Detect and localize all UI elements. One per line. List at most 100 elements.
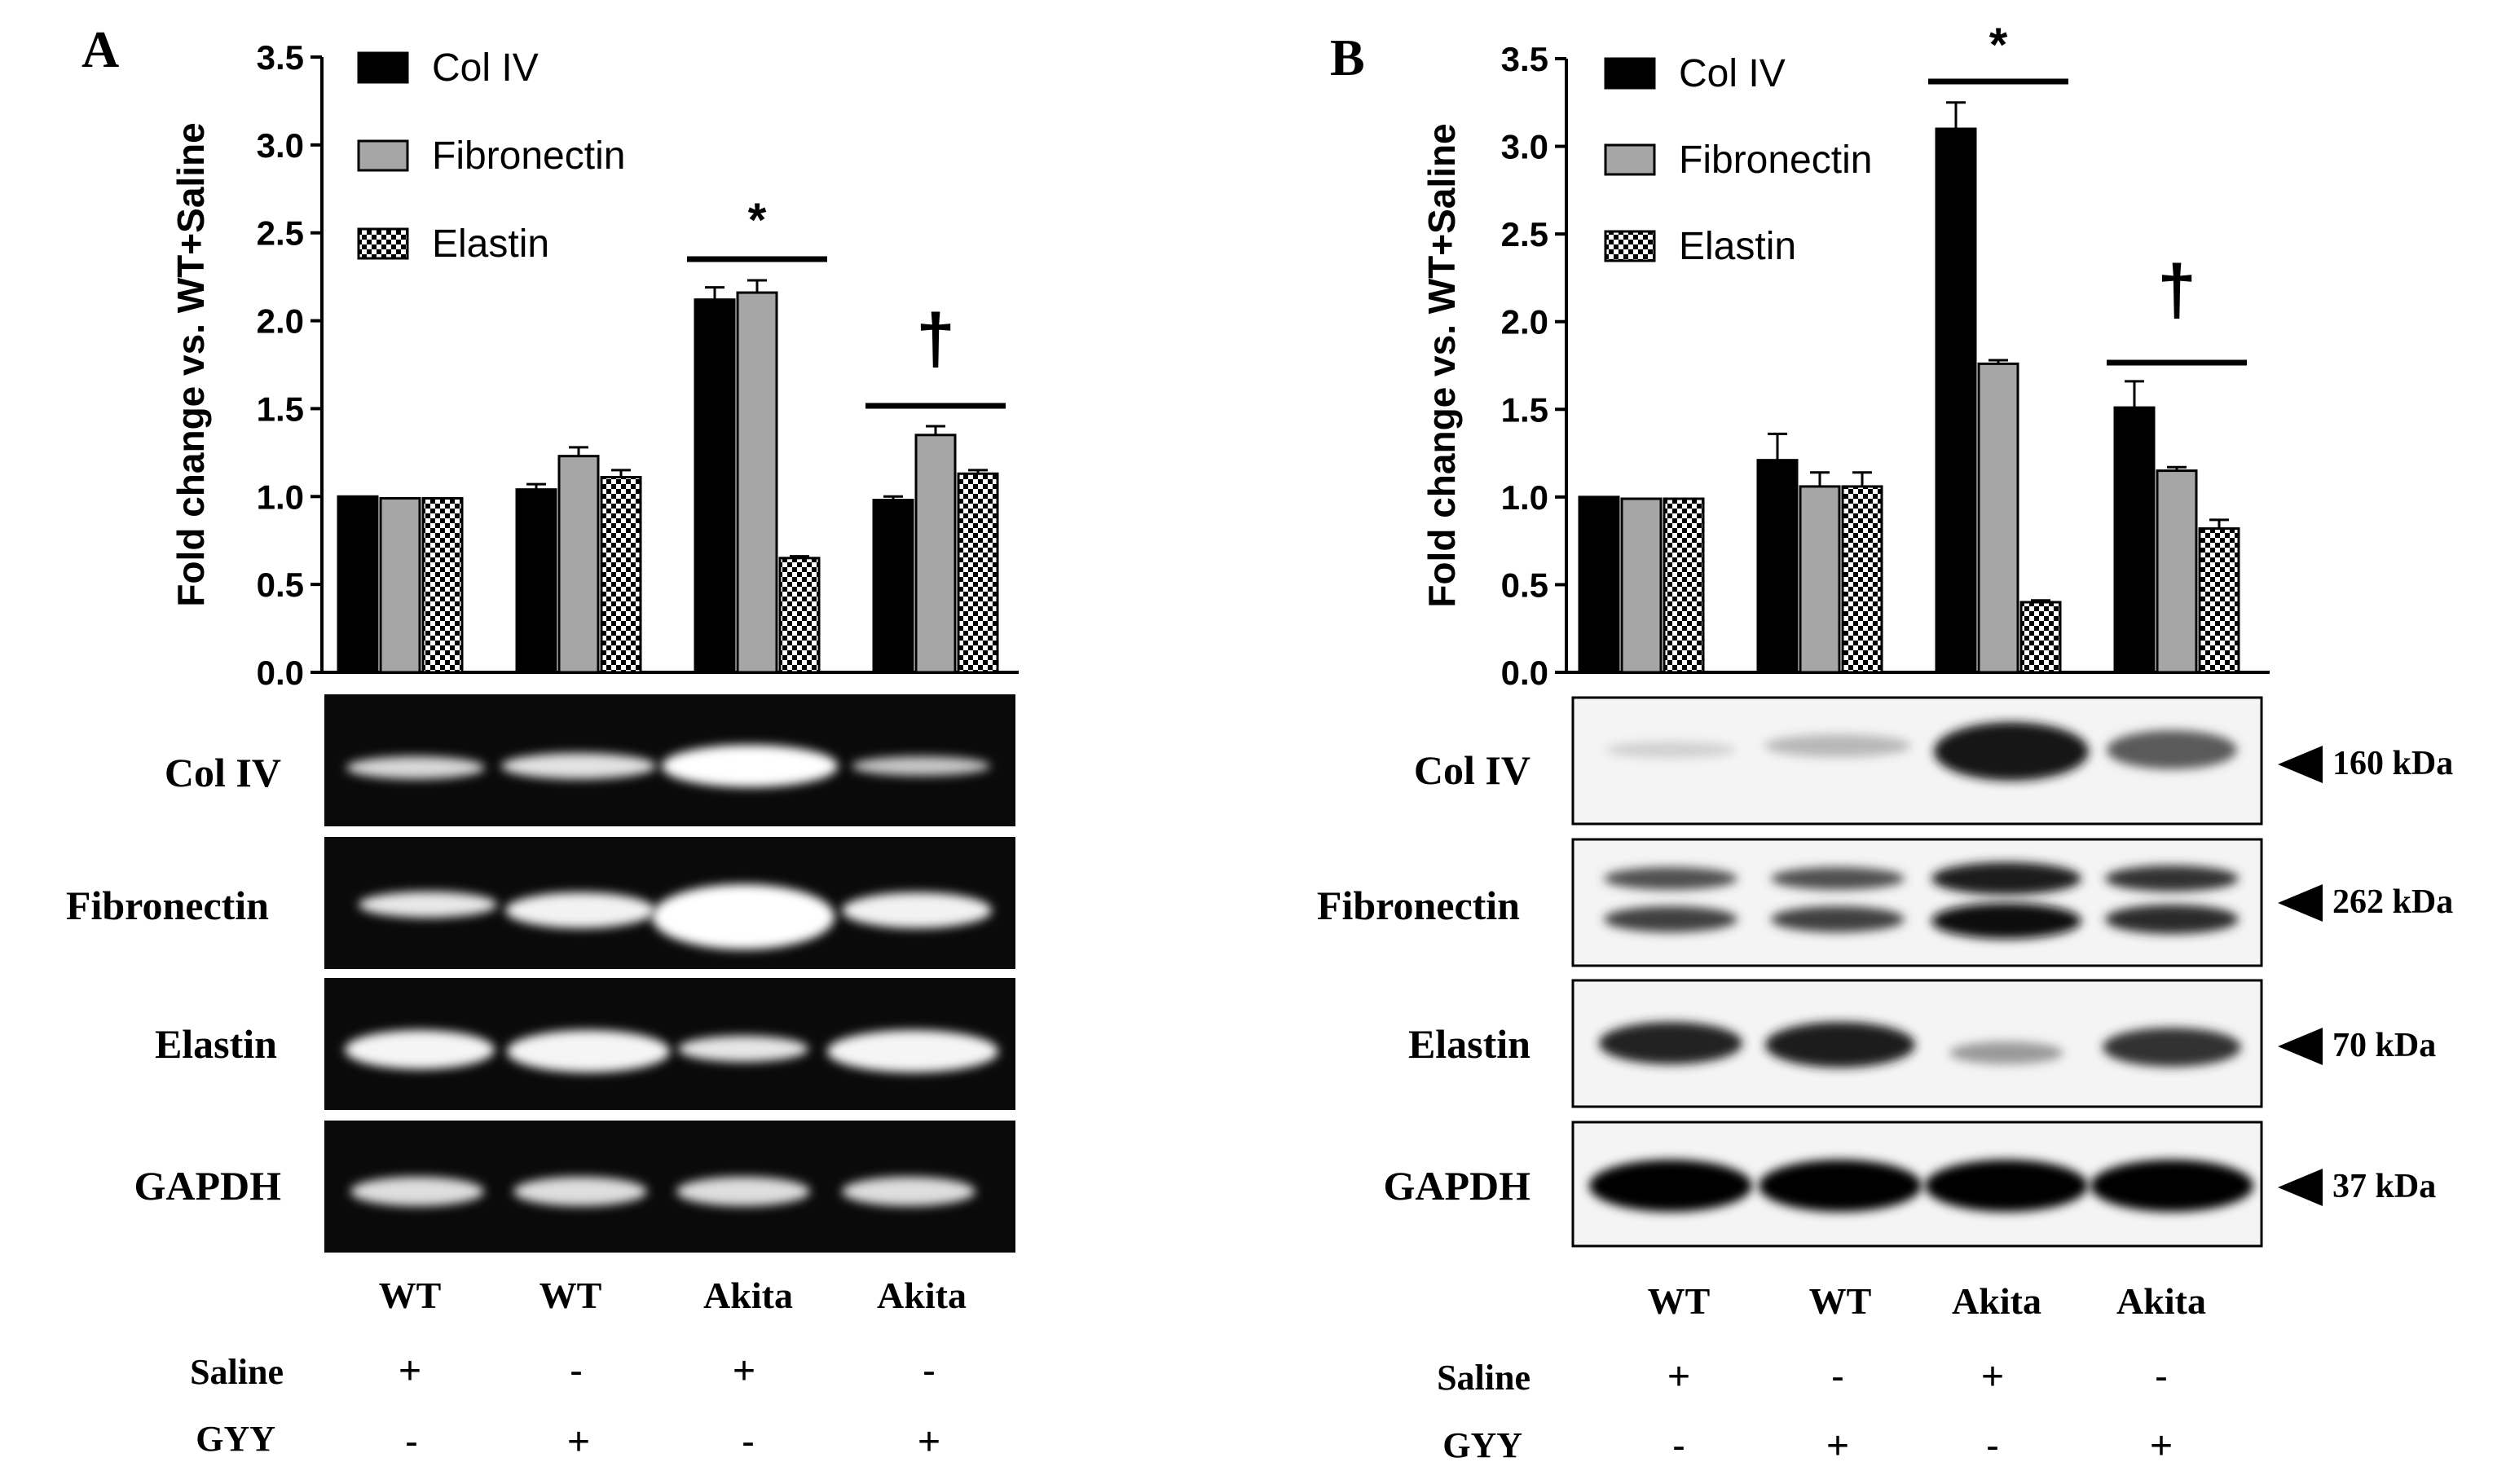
blot-label-a-colIV: Col IV [165, 750, 281, 795]
y-tick-label: 0.0 [257, 654, 304, 692]
condition-label-a-saline: Saline [190, 1352, 284, 1392]
gel-a-colIV [324, 694, 1015, 826]
gel-a-gapdh [324, 1121, 1015, 1253]
y-tick-label: 0.0 [1501, 654, 1548, 692]
y-tick-label: 2.0 [1501, 303, 1548, 341]
blot-label-a-fibronectin: Fibronectin [66, 883, 269, 928]
legend-swatch [1604, 57, 1656, 90]
legend-entry: Col IV [1679, 52, 1786, 95]
blot-label-b-colIV: Col IV [1414, 747, 1530, 793]
bar-chart-b: 0.0 0.5 1.0 1.5 2.0 2.5 3.0 3.5 Fold change vs. … [1420, 19, 2270, 692]
y-tick-label: 3.5 [257, 38, 304, 77]
sign-a-saline-1: + [399, 1350, 421, 1393]
sign-a-gyy-3: - [742, 1420, 755, 1464]
y-tick-label: 1.0 [1501, 478, 1548, 517]
lane-label-b-1: WT [1648, 1280, 1711, 1322]
bar [914, 434, 957, 674]
blot-b-elastin [1571, 979, 2263, 1108]
panel-letter-b: B [1330, 29, 1365, 86]
kda-label-elastin: 70 kDa [2332, 1027, 2436, 1064]
kda-label-gapdh: 37 kDa [2332, 1168, 2436, 1205]
sign-b-saline-2: - [1831, 1355, 1844, 1398]
legend-swatch [357, 139, 409, 172]
y-tick-label: 1.5 [257, 390, 304, 428]
bar [600, 476, 642, 674]
bar [872, 499, 914, 674]
blot-b-fibronectin [1571, 838, 2263, 967]
bar [515, 488, 557, 674]
bar [2156, 469, 2198, 674]
bar [1977, 362, 2019, 674]
y-tick-label: 2.0 [257, 302, 304, 341]
panel-letter-a: A [81, 20, 119, 78]
lane-label-b-3: Akita [1952, 1280, 2041, 1322]
bar [1841, 485, 1883, 674]
arrow-left-icon [2278, 1028, 2323, 1065]
lane-label-b-4: Akita [2116, 1280, 2206, 1322]
sign-b-gyy-4: + [2150, 1425, 2173, 1468]
lane-label-a-2: WT [540, 1275, 602, 1316]
bar [1756, 459, 1799, 674]
sign-b-gyy-2: + [1826, 1425, 1849, 1468]
y-tick-label: 0.5 [1501, 566, 1548, 604]
sign-b-saline-1: + [1667, 1355, 1690, 1398]
gel-a-fibronectin [324, 837, 1015, 969]
y-tick-label: 3.0 [1501, 128, 1548, 166]
sign-a-gyy-1: - [405, 1420, 418, 1464]
bar [736, 291, 778, 674]
bar [1578, 495, 1620, 674]
blot-label-b-elastin: Elastin [1408, 1021, 1530, 1067]
significance-symbol: * [1989, 19, 2008, 72]
arrow-left-icon [2278, 746, 2323, 783]
sign-a-gyy-4: + [918, 1420, 940, 1464]
sign-a-saline-3: + [733, 1350, 755, 1393]
y-tick-label: 1.5 [1501, 390, 1548, 429]
lane-label-a-4: Akita [877, 1275, 967, 1316]
arrow-left-icon [2278, 1169, 2323, 1206]
legend-entry: Fibronectin [432, 134, 625, 178]
bar [557, 455, 600, 674]
significance-symbol: † [2157, 251, 2196, 329]
blot-label-b-gapdh: GAPDH [1383, 1163, 1530, 1209]
sign-b-saline-4: - [2155, 1355, 2168, 1398]
sign-b-gyy-3: - [1986, 1425, 1999, 1468]
bar-chart-a: 0.0 0.5 1.0 1.5 2.0 2.5 3.0 3.5 Fold change vs. … [170, 38, 1019, 692]
significance-symbol: † [916, 300, 955, 378]
y-tick-label: 1.0 [257, 478, 304, 516]
condition-label-a-gyy: GYY [196, 1419, 275, 1459]
bar [1935, 127, 1977, 674]
lane-label-b-2: WT [1809, 1280, 1872, 1322]
bar [421, 496, 464, 674]
blot-panel-a: Col IV Fibronectin Elastin GAPDH [66, 694, 1015, 1464]
significance-symbol: * [748, 194, 767, 247]
legend-swatch [1604, 143, 1656, 176]
arrow-left-icon [2278, 884, 2323, 922]
bar [957, 472, 999, 674]
y-tick-label: 2.5 [257, 214, 304, 253]
bar [337, 495, 379, 674]
blot-label-a-gapdh: GAPDH [134, 1163, 281, 1209]
y-axis-label: Fold change vs. WT+Saline [1420, 123, 1463, 607]
sign-a-gyy-2: + [567, 1420, 590, 1464]
blot-label-b-fibronectin: Fibronectin [1317, 883, 1520, 928]
bar [778, 557, 821, 674]
gel-a-elastin [324, 978, 1015, 1110]
bar [2198, 527, 2240, 674]
legend-entry: Col IV [432, 46, 539, 90]
blot-panel-b: Col IV Fibronectin Elastin GAPDH [1317, 696, 2453, 1468]
lane-label-a-1: WT [379, 1275, 442, 1316]
y-tick-label: 3.5 [1501, 40, 1548, 78]
legend-entry: Elastin [432, 222, 549, 266]
y-tick-label: 2.5 [1501, 215, 1548, 253]
blot-b-gapdh [1571, 1121, 2263, 1248]
blot-b-colIV [1571, 696, 2263, 826]
sign-a-saline-2: - [570, 1350, 583, 1393]
lane-label-a-3: Akita [703, 1275, 793, 1316]
legend-swatch [357, 51, 409, 84]
kda-label-colIV: 160 kDa [2332, 745, 2453, 782]
y-tick-label: 0.5 [257, 566, 304, 604]
y-axis-label: Fold change vs. WT+Saline [170, 122, 212, 606]
bar [2113, 406, 2156, 674]
bar [2019, 601, 2062, 674]
